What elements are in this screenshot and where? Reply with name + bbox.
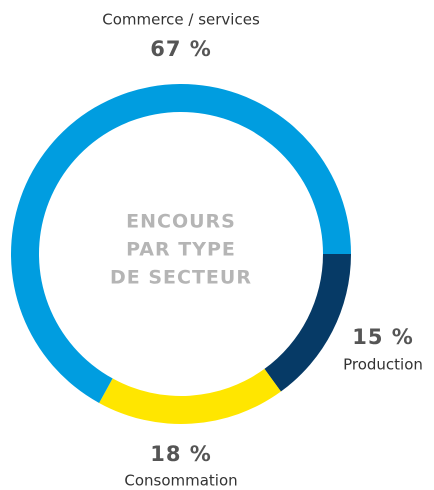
donut-segment	[99, 368, 281, 425]
category-label: Production	[343, 356, 423, 374]
donut-segment	[264, 254, 351, 392]
value-label: 67 %	[150, 37, 212, 61]
center-label: PAR TYPE	[126, 239, 236, 261]
center-label: DE SECTEUR	[110, 267, 252, 289]
value-label: 15 %	[352, 325, 414, 349]
category-label: Consommation	[124, 472, 237, 490]
value-label: 18 %	[150, 442, 212, 466]
center-label: ENCOURS	[126, 211, 236, 233]
category-label: Commerce / services	[102, 11, 260, 29]
